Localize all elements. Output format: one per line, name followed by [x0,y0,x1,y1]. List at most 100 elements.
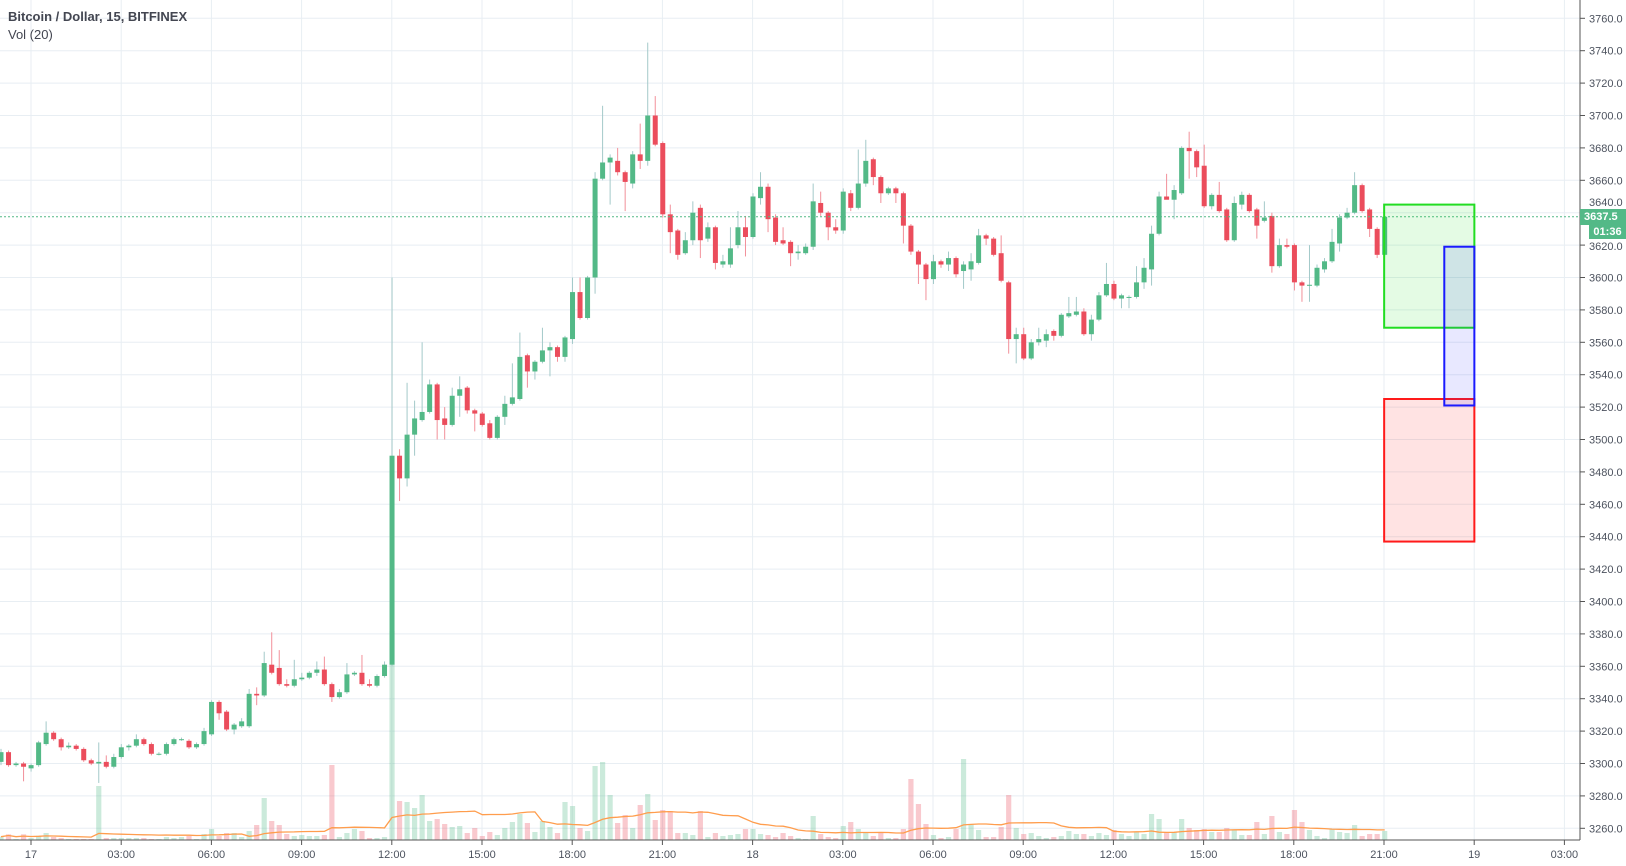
candle-body [28,765,34,769]
volume-bar [5,834,12,840]
volume-bar [569,806,576,840]
candle [344,663,350,694]
candle-body [1141,267,1147,283]
candle [1284,238,1290,249]
volume-bar [299,835,305,840]
candle [0,748,4,766]
candle [961,261,967,289]
candle [991,237,997,257]
candle [118,744,124,759]
candle-body [96,761,102,764]
volume-bar [615,823,621,840]
candle-body [878,177,884,194]
candle [472,408,478,432]
volume-bar [562,802,568,840]
candle [690,201,696,246]
candle-body [930,261,936,280]
candle [201,727,207,746]
price-axis-label: 3540.0 [1589,370,1623,382]
candle-body [915,251,921,265]
candle [1081,308,1087,336]
volume-bar [442,824,448,840]
candle-body [397,455,403,479]
candle [1261,201,1267,223]
take-profit-rectangle[interactable] [1383,203,1476,329]
volume-bar [848,822,854,840]
volume-indicator-label[interactable]: Vol (20) [8,27,53,42]
volume-bar [412,808,418,840]
candle-body [742,227,748,237]
volume-bar [1306,830,1313,840]
volume-bar [1013,828,1019,840]
candle [66,742,72,749]
candle [299,672,305,681]
candle [224,710,230,732]
volume-bar [1367,834,1373,840]
volume-bar [645,794,651,840]
candle [938,259,944,268]
volume-bar [1239,835,1245,840]
volume-bar [1164,832,1170,840]
candle-body [194,744,200,748]
candle-body [630,154,636,184]
volume-bar [509,822,515,840]
candle [178,737,184,741]
candle [51,731,57,741]
price-axis-label: 3440.0 [1589,532,1623,544]
candle-body [66,745,72,748]
candle [946,251,952,272]
symbol-title[interactable]: Bitcoin / Dollar, 15, BITFINEX [8,9,188,24]
volume-bar [1352,825,1358,840]
candle-body [126,745,132,748]
candle-body [1329,241,1335,262]
volume-bar [900,829,906,840]
candle-body [21,763,27,767]
volume-bar [434,819,440,840]
price-axis-label: 3380.0 [1589,629,1623,641]
candle [923,262,929,301]
candle [419,342,425,422]
entry-zone-rectangle[interactable] [1443,245,1476,407]
candle [863,139,869,187]
candle-body [1359,185,1365,212]
candle-body [201,731,207,745]
candle-body [88,760,94,764]
candle [697,204,703,259]
candle [1201,144,1207,208]
candle-body [795,251,801,254]
candle [412,400,418,456]
candle-body [314,669,320,673]
candle-body [81,748,87,761]
volume-bar [1201,829,1207,840]
candle-body [532,361,538,372]
time-axis-label: 21:00 [649,849,677,861]
candle-body [592,178,598,278]
price-axis-label: 3560.0 [1589,337,1623,349]
candle-body [366,684,372,686]
volume-bar [36,835,42,840]
candle [554,345,560,362]
volume-bar [637,805,643,840]
candle-body [1058,314,1064,336]
volume-bar [983,837,989,840]
volume-bar [908,779,914,840]
candle-body [968,261,974,270]
volume-bar [878,833,884,840]
candle [1216,181,1222,213]
candle-body [1254,209,1260,226]
volume-bar [1382,831,1388,840]
candle [156,752,162,756]
chart-legend: Bitcoin / Dollar, 15, BITFINEX Vol (20) [8,8,187,44]
time-axis-label: 06:00 [198,849,226,861]
price-axis-label: 3740.0 [1589,46,1623,58]
stop-loss-rectangle[interactable] [1383,398,1476,543]
candles [0,42,1388,783]
candle [457,376,463,417]
candle [870,157,876,186]
candle [1322,258,1328,273]
candle [976,228,982,265]
volume-bar [1066,831,1072,840]
candle-body [727,248,733,265]
candle-body [998,253,1004,281]
